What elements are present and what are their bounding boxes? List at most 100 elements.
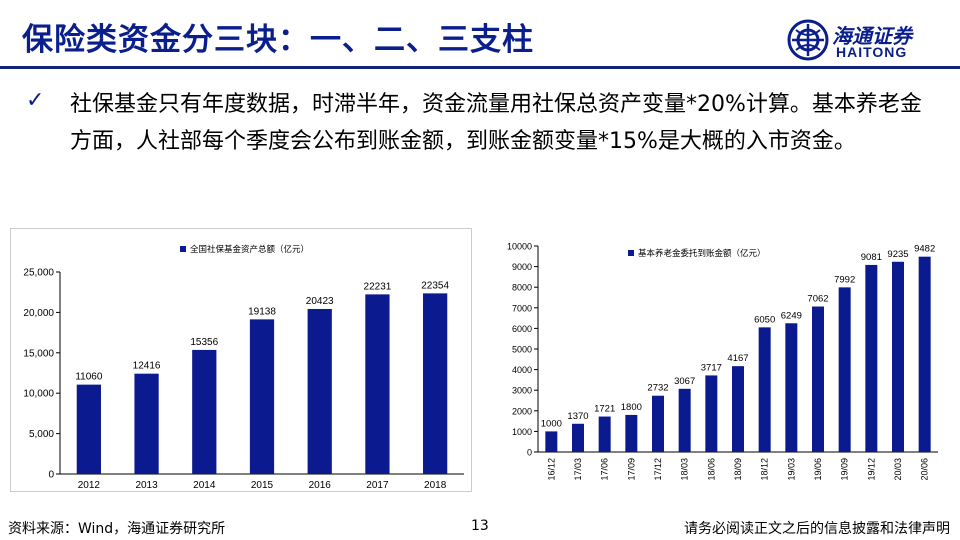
bar-value-label: 3717	[701, 362, 722, 373]
x-tick-label: 17/09	[626, 458, 636, 481]
bar-value-label: 6249	[781, 310, 802, 321]
y-tick-label: 1000	[512, 427, 532, 437]
bar-value-label: 19138	[248, 306, 276, 317]
chart-svg-0: 全国社保基金资产总额（亿元） 0 5,000 10,000 15,000 20,000 25…	[10, 228, 472, 492]
bar-value-label: 6050	[754, 314, 775, 325]
company-logo: 海通证券 HAITONG	[786, 18, 946, 64]
bar	[365, 294, 390, 474]
bar	[758, 327, 771, 452]
x-tick-label: 2015	[251, 480, 274, 491]
x-tick-label: 20/06	[920, 458, 930, 481]
bar	[249, 319, 275, 474]
chart-svg-1: 基本养老金委托到账金额（亿元） 0 1000 2000 3000 4000 5000 6000…	[507, 242, 938, 481]
logo-chinese: 海通证券	[832, 24, 912, 48]
bar-value-label: 20423	[306, 296, 334, 307]
x-tick-label: 17/06	[600, 458, 610, 481]
legend-label: 基本养老金委托到账金额（亿元）	[638, 248, 766, 259]
bar	[307, 308, 332, 474]
x-tick-label: 2018	[424, 480, 447, 491]
y-tick-label: 6000	[512, 324, 532, 334]
bar-value-label: 12416	[133, 361, 161, 372]
x-tick-label: 17/03	[573, 458, 583, 481]
x-tick-label: 18/03	[680, 458, 690, 481]
x-tick-label: 18/06	[706, 458, 716, 481]
haitong-logo-icon	[787, 19, 829, 61]
x-tick-label: 2012	[78, 480, 101, 491]
bar-value-label: 9482	[914, 244, 935, 255]
y-tick-label: 2000	[512, 406, 532, 416]
footer-source: 资料来源：Wind，海通证券研究所	[8, 521, 226, 537]
bar	[785, 323, 798, 452]
y-tick-label: 15,000	[23, 348, 54, 359]
y-tick-label: 0	[48, 470, 54, 481]
x-tick-label: 2014	[193, 480, 216, 491]
y-tick-label: 10000	[507, 242, 532, 252]
bar	[76, 384, 101, 474]
bar	[732, 366, 744, 452]
bar-value-label: 4167	[727, 353, 748, 364]
x-tick-label: 18/12	[760, 458, 770, 481]
x-tick-label: 17/12	[653, 458, 663, 481]
chart-pension-entrusted-funds: 基本养老金委托到账金额（亿元） 0 1000 2000 3000 4000 5000 6000…	[494, 232, 946, 502]
y-tick-label: 10,000	[23, 389, 54, 400]
x-tick-label: 19/03	[786, 458, 796, 481]
x-tick-label: 20/03	[893, 458, 903, 481]
y-tick-label: 3000	[512, 386, 532, 396]
bar	[423, 293, 448, 474]
x-tick-label: 2017	[366, 480, 389, 491]
bar	[652, 395, 664, 452]
x-tick-label: 16/12	[546, 458, 556, 481]
y-tick-label: 9000	[512, 262, 532, 272]
bar	[892, 261, 904, 452]
bar	[598, 416, 611, 452]
y-tick-label: 20,000	[23, 308, 54, 319]
bar-value-label: 9235	[887, 249, 908, 260]
bar-value-label: 1370	[567, 411, 588, 422]
bar-value-label: 9081	[861, 252, 882, 263]
bar-value-label: 3067	[674, 376, 695, 387]
title-divider	[0, 66, 960, 69]
bar-value-label: 1800	[621, 402, 642, 413]
bar-value-label: 1000	[541, 418, 562, 429]
legend-swatch	[180, 246, 186, 252]
bar-value-label: 11060	[75, 372, 103, 383]
checkmark-icon: ✓	[26, 88, 45, 113]
bar-value-label: 7992	[834, 274, 855, 285]
legend-swatch	[628, 250, 634, 256]
bullet-text: 社保基金只有年度数据，时滞半年，资金流量用社保总资产变量*20%计算。基本养老金…	[70, 92, 922, 154]
bar	[865, 264, 878, 452]
bar	[918, 256, 931, 452]
bar	[134, 373, 159, 474]
chart-social-security-assets: 全国社保基金资产总额（亿元） 0 5,000 10,000 15,000 20,000 25…	[10, 228, 472, 492]
bar-value-label: 2732	[647, 383, 668, 394]
bar	[545, 431, 558, 452]
y-tick-label: 8000	[512, 283, 532, 293]
legend-label: 全国社保基金资产总额（亿元）	[190, 244, 309, 255]
chart-frame	[10, 228, 472, 492]
page-number: 13	[471, 518, 489, 534]
page-title: 保险类资金分三块：一、二、三支柱	[22, 22, 534, 58]
bar-value-label: 7062	[807, 294, 828, 305]
y-tick-label: 7000	[512, 303, 532, 313]
x-tick-label: 2016	[309, 480, 332, 491]
bar	[812, 306, 824, 452]
bar	[838, 287, 851, 452]
bar-value-label: 1721	[594, 404, 615, 415]
bar-value-label: 15356	[190, 337, 218, 348]
y-tick-label: 5,000	[29, 429, 54, 440]
bar	[192, 349, 217, 474]
y-tick-label: 4000	[512, 365, 532, 375]
x-tick-label: 19/09	[840, 458, 850, 481]
logo-english: HAITONG	[836, 44, 908, 60]
x-tick-label: 2013	[135, 480, 158, 491]
x-tick-label: 19/12	[866, 458, 876, 481]
y-tick-label: 25,000	[23, 268, 54, 279]
y-tick-label: 0	[527, 448, 532, 458]
footer-disclaimer: 请务必阅读正文之后的信息披露和法律声明	[684, 521, 950, 537]
bar	[678, 388, 691, 452]
x-tick-label: 18/09	[733, 458, 743, 481]
bar-value-label: 22354	[421, 280, 449, 291]
bar	[572, 423, 584, 452]
x-tick-label: 19/06	[813, 458, 823, 481]
bar-value-label: 22231	[364, 281, 392, 292]
